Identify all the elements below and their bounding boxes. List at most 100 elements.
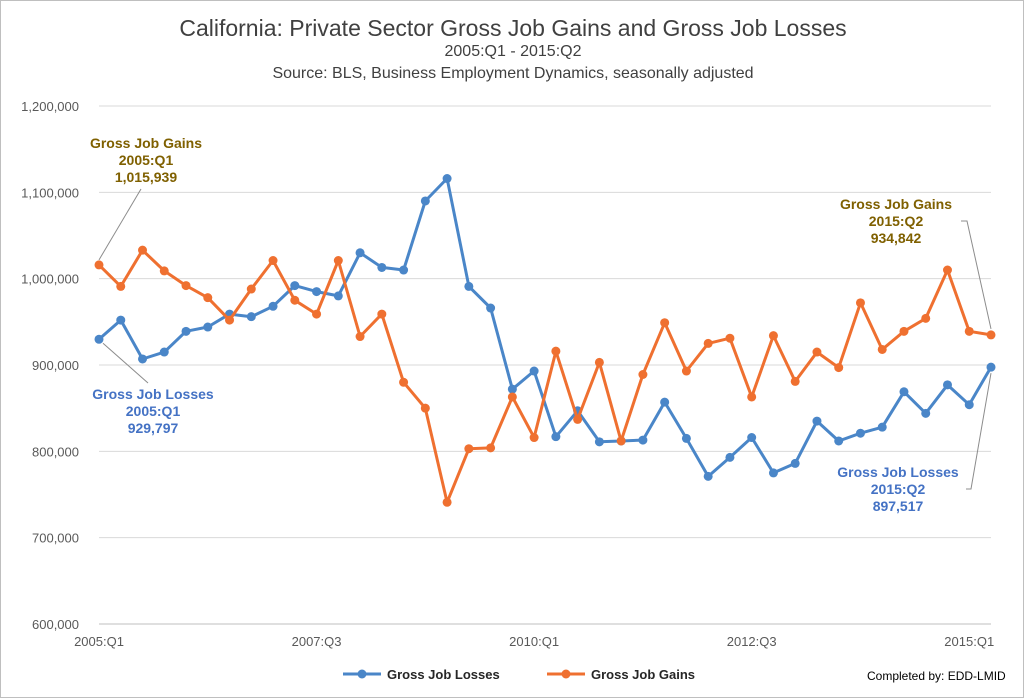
annotation-label: 2015:Q2 — [869, 213, 924, 229]
data-point — [616, 436, 626, 446]
data-point — [507, 392, 517, 402]
data-point — [442, 174, 452, 184]
data-point — [790, 458, 800, 468]
data-point — [464, 444, 474, 454]
data-point — [116, 281, 126, 291]
data-point — [203, 322, 213, 332]
data-point — [486, 443, 496, 453]
x-tick-label: 2010:Q1 — [509, 634, 559, 649]
data-point — [768, 468, 778, 478]
data-point — [551, 432, 561, 442]
legend-swatch-marker — [561, 669, 571, 679]
data-point — [725, 452, 735, 462]
chart-source: Source: BLS, Business Employment Dynamic… — [272, 65, 754, 82]
data-point — [246, 312, 256, 322]
data-point — [986, 362, 996, 372]
data-point — [529, 433, 539, 443]
annotation-leader-line — [98, 188, 142, 261]
data-point — [355, 332, 365, 342]
legend-label: Gross Job Losses — [387, 667, 500, 682]
y-tick-label: 1,100,000 — [21, 185, 79, 200]
data-point — [573, 414, 583, 424]
data-point — [921, 313, 931, 323]
data-point — [442, 497, 452, 507]
y-tick-label: 1,200,000 — [21, 99, 79, 114]
annotation-label: 897,517 — [873, 498, 924, 514]
annotation-leader-line — [102, 342, 149, 384]
data-point — [159, 266, 169, 276]
data-point — [420, 196, 430, 206]
data-point — [638, 435, 648, 445]
data-point — [138, 354, 148, 364]
data-point — [703, 471, 713, 481]
data-point — [942, 265, 952, 275]
data-point — [116, 315, 126, 325]
credit-text: Completed by: EDD-LMID — [867, 669, 1006, 683]
data-point — [921, 408, 931, 418]
data-point — [399, 377, 409, 387]
annotation-label: Gross Job Losses — [837, 464, 959, 480]
data-point — [899, 326, 909, 336]
data-point — [834, 363, 844, 373]
data-point — [964, 400, 974, 410]
annotation-label: Gross Job Gains — [840, 196, 952, 212]
data-point — [464, 281, 474, 291]
data-point — [94, 260, 104, 270]
y-tick-label: 900,000 — [32, 358, 79, 373]
chart-title: California: Private Sector Gross Job Gai… — [179, 15, 847, 41]
data-point — [225, 315, 235, 325]
y-tick-label: 600,000 — [32, 617, 79, 632]
legend-label: Gross Job Gains — [591, 667, 695, 682]
data-point — [268, 256, 278, 266]
data-point — [377, 309, 387, 319]
data-point — [138, 245, 148, 255]
data-point — [812, 416, 822, 426]
data-point — [246, 284, 256, 294]
data-point — [268, 301, 278, 311]
data-point — [703, 338, 713, 348]
data-point — [594, 357, 604, 367]
data-point — [312, 287, 322, 297]
x-tick-label: 2007:Q3 — [292, 634, 342, 649]
annotation-label: 929,797 — [128, 420, 179, 436]
annotation-label: 934,842 — [871, 230, 922, 246]
data-point — [290, 295, 300, 305]
annotation-leader-line — [961, 220, 992, 330]
data-point — [181, 326, 191, 336]
data-point — [660, 318, 670, 328]
data-point — [747, 433, 757, 443]
data-point — [181, 281, 191, 291]
data-point — [94, 334, 104, 344]
data-point — [877, 422, 887, 432]
data-point — [681, 366, 691, 376]
data-point — [681, 433, 691, 443]
data-point — [420, 403, 430, 413]
data-point — [159, 347, 169, 357]
data-point — [377, 262, 387, 272]
data-point — [594, 437, 604, 447]
data-point — [399, 265, 409, 275]
data-point — [768, 331, 778, 341]
data-point — [747, 392, 757, 402]
x-tick-label: 2005:Q1 — [74, 634, 124, 649]
annotation-label: 2005:Q1 — [126, 403, 181, 419]
data-point — [551, 346, 561, 356]
data-point — [638, 369, 648, 379]
data-point — [355, 248, 365, 258]
data-point — [290, 281, 300, 291]
annotation-label: 2015:Q2 — [871, 481, 926, 497]
data-point — [333, 256, 343, 266]
data-point — [986, 330, 996, 340]
data-point — [877, 344, 887, 354]
annotation-label: 2005:Q1 — [119, 152, 174, 168]
data-point — [203, 293, 213, 303]
data-point — [507, 384, 517, 394]
chart-subtitle: 2005:Q1 - 2015:Q2 — [444, 43, 582, 60]
data-point — [312, 309, 322, 319]
annotation-label: Gross Job Gains — [90, 135, 202, 151]
data-point — [333, 291, 343, 301]
data-point — [855, 298, 865, 308]
y-tick-label: 800,000 — [32, 444, 79, 459]
